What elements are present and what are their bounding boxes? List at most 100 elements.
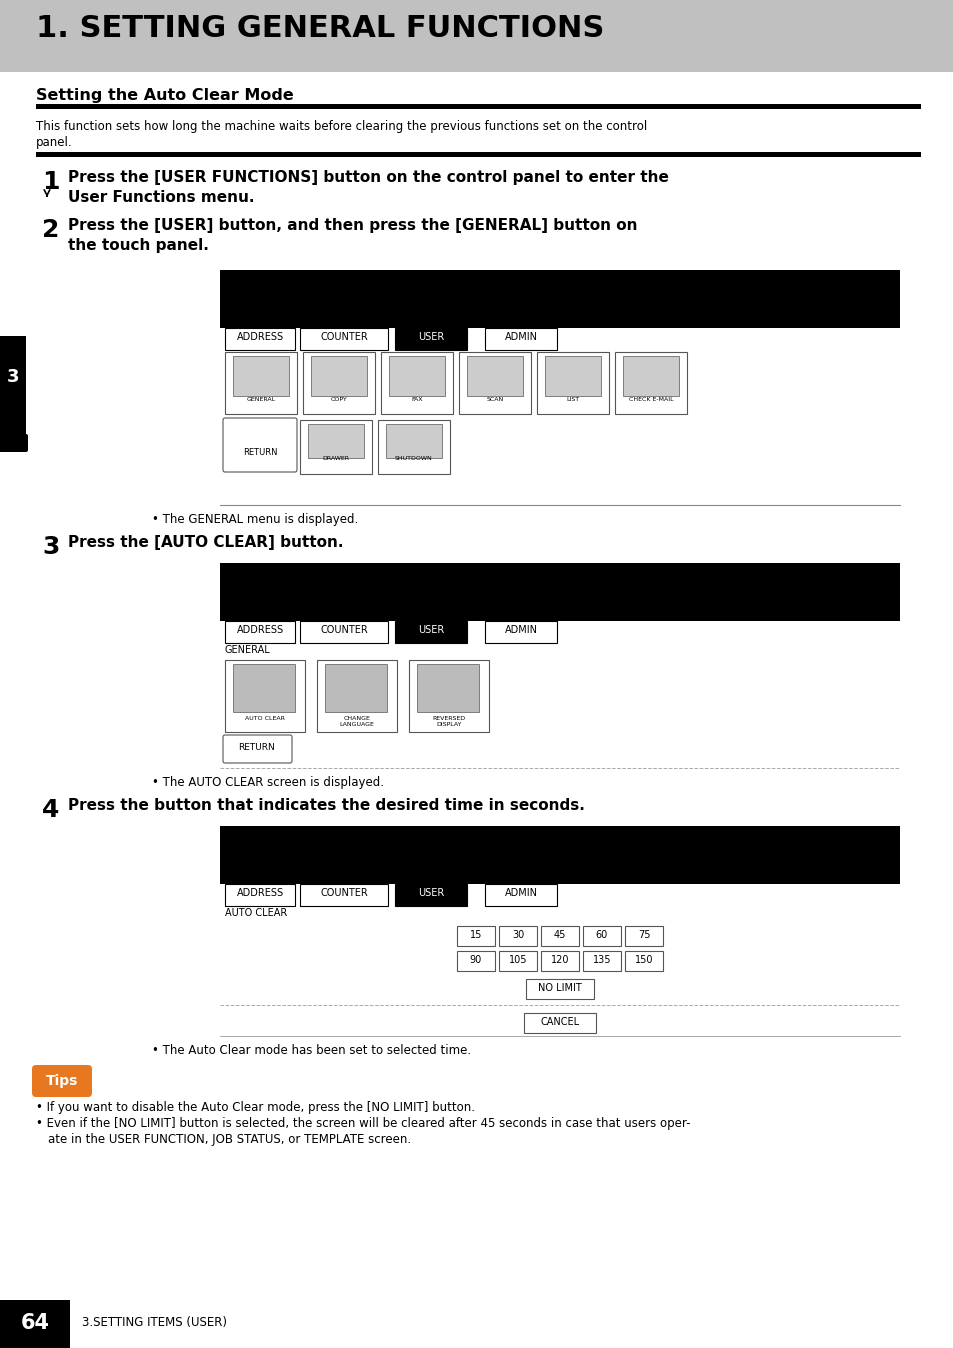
Text: Press the [USER] button, and then press the [GENERAL] button on: Press the [USER] button, and then press … — [68, 218, 637, 233]
Text: Press the [USER FUNCTIONS] button on the control panel to enter the: Press the [USER FUNCTIONS] button on the… — [68, 170, 668, 185]
Text: 105: 105 — [508, 954, 527, 965]
Text: This function sets how long the machine waits before clearing the previous funct: This function sets how long the machine … — [36, 120, 646, 133]
Bar — [484, 621, 557, 643]
Text: SHUTDOWN: SHUTDOWN — [395, 456, 433, 461]
Text: 75: 75 — [638, 930, 650, 940]
Text: 3.SETTING ITEMS (USER): 3.SETTING ITEMS (USER) — [82, 1316, 227, 1329]
Bar — [540, 950, 578, 971]
FancyBboxPatch shape — [32, 1065, 91, 1097]
Text: CANCEL: CANCEL — [539, 1016, 579, 1027]
Text: • The AUTO CLEAR screen is displayed.: • The AUTO CLEAR screen is displayed. — [152, 776, 384, 789]
Bar — [0, 0, 953, 71]
Text: USER: USER — [417, 625, 444, 635]
Bar — [624, 950, 662, 971]
Text: CHECK E-MAIL: CHECK E-MAIL — [628, 398, 673, 402]
Bar — [220, 563, 899, 768]
Text: CHANGE
LANGUAGE: CHANGE LANGUAGE — [339, 716, 374, 727]
FancyBboxPatch shape — [223, 735, 292, 763]
Bar — [36, 152, 920, 156]
Bar — [409, 661, 489, 732]
Text: 45: 45 — [554, 930, 565, 940]
Text: • The GENERAL menu is displayed.: • The GENERAL menu is displayed. — [152, 514, 358, 526]
Text: Tips: Tips — [46, 1074, 78, 1088]
Text: AUTO CLEAR: AUTO CLEAR — [245, 716, 285, 721]
Bar — [498, 926, 537, 946]
Bar — [395, 621, 467, 643]
Bar — [0, 1299, 70, 1348]
Text: ADDRESS: ADDRESS — [236, 888, 283, 898]
FancyBboxPatch shape — [223, 418, 296, 472]
Bar — [225, 328, 294, 350]
Bar — [467, 356, 522, 396]
Text: 120: 120 — [550, 954, 569, 965]
Text: the touch panel.: the touch panel. — [68, 239, 209, 253]
Text: FAX: FAX — [411, 398, 422, 402]
Text: REVERSED
DISPLAY: REVERSED DISPLAY — [432, 716, 465, 727]
Text: • The Auto Clear mode has been set to selected time.: • The Auto Clear mode has been set to se… — [152, 1043, 471, 1057]
Text: panel.: panel. — [36, 136, 72, 150]
Text: SCAN: SCAN — [486, 398, 503, 402]
Text: GENERAL: GENERAL — [225, 644, 271, 655]
Bar — [220, 826, 899, 884]
Text: Press the [AUTO CLEAR] button.: Press the [AUTO CLEAR] button. — [68, 535, 343, 550]
Bar — [299, 328, 388, 350]
Text: Press the button that indicates the desired time in seconds.: Press the button that indicates the desi… — [68, 798, 584, 813]
Text: Setting the Auto Clear Mode: Setting the Auto Clear Mode — [36, 88, 294, 102]
Text: 15: 15 — [469, 930, 481, 940]
Bar — [537, 352, 608, 414]
Bar — [299, 421, 372, 474]
Bar — [308, 425, 364, 458]
Text: ADDRESS: ADDRESS — [236, 332, 283, 342]
Bar — [416, 665, 478, 712]
Bar — [386, 425, 441, 458]
Text: RETURN: RETURN — [238, 743, 275, 752]
Text: User Functions menu.: User Functions menu. — [68, 190, 254, 205]
Bar — [299, 621, 388, 643]
Text: 1: 1 — [42, 170, 59, 194]
Bar — [377, 421, 450, 474]
Bar — [484, 884, 557, 906]
Bar — [220, 270, 899, 506]
Text: DRAWER: DRAWER — [322, 456, 349, 461]
Bar — [0, 336, 26, 435]
Bar — [220, 563, 899, 621]
Bar — [624, 926, 662, 946]
Bar — [225, 621, 294, 643]
Bar — [456, 926, 495, 946]
Text: USER: USER — [417, 332, 444, 342]
Bar — [395, 884, 467, 906]
Text: 60: 60 — [596, 930, 607, 940]
Text: 3: 3 — [7, 368, 19, 386]
Bar — [311, 356, 367, 396]
Text: ADMIN: ADMIN — [504, 888, 537, 898]
Text: 30: 30 — [512, 930, 523, 940]
Bar — [615, 352, 686, 414]
Bar — [544, 356, 600, 396]
Text: 150: 150 — [634, 954, 653, 965]
Bar — [36, 104, 920, 109]
Bar — [299, 884, 388, 906]
Bar — [220, 826, 899, 1037]
FancyBboxPatch shape — [0, 1299, 70, 1348]
Bar — [316, 661, 396, 732]
Bar — [540, 926, 578, 946]
Bar — [233, 356, 289, 396]
Text: NO LIMIT: NO LIMIT — [537, 983, 581, 993]
Text: USER: USER — [417, 888, 444, 898]
Text: COUNTER: COUNTER — [320, 888, 368, 898]
Text: ADMIN: ADMIN — [504, 332, 537, 342]
Bar — [582, 926, 620, 946]
Bar — [484, 328, 557, 350]
Bar — [233, 665, 294, 712]
Text: 135: 135 — [592, 954, 611, 965]
Bar — [389, 356, 444, 396]
Bar — [220, 270, 899, 328]
Text: 64: 64 — [20, 1313, 50, 1333]
Bar — [523, 1012, 596, 1033]
Text: 2: 2 — [42, 218, 59, 243]
Text: LIST: LIST — [566, 398, 579, 402]
Text: GENERAL: GENERAL — [246, 398, 275, 402]
Text: 1. SETTING GENERAL FUNCTIONS: 1. SETTING GENERAL FUNCTIONS — [36, 13, 604, 43]
Text: • Even if the [NO LIMIT] button is selected, the screen will be cleared after 45: • Even if the [NO LIMIT] button is selec… — [36, 1117, 690, 1130]
Bar — [456, 950, 495, 971]
